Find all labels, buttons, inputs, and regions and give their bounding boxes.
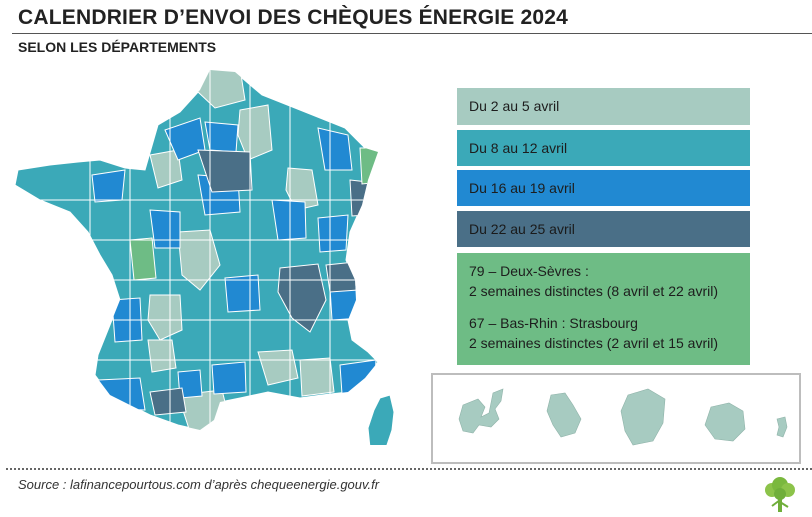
region-allier	[224, 274, 261, 313]
region-vendee	[299, 357, 335, 397]
legend-period-3-label: Du 16 au 19 avril	[469, 180, 575, 196]
martinique	[546, 392, 582, 438]
note-bas-rhin-detail: 2 semaines distinctes (2 avril et 15 avr…	[469, 335, 718, 351]
region-deux-sevres	[129, 237, 157, 281]
reunion	[704, 402, 746, 442]
region-aisne	[237, 104, 273, 161]
guyane	[620, 388, 666, 446]
region-calvados	[91, 169, 126, 203]
region-tarn	[257, 349, 299, 386]
legend-period-1-label: Du 2 au 5 avril	[469, 98, 560, 114]
region-bas-rhin	[359, 147, 378, 185]
region-doubs	[317, 214, 349, 253]
title-divider	[12, 33, 812, 34]
legend-period-1: Du 2 au 5 avril	[457, 88, 750, 125]
region-eure	[149, 149, 183, 189]
page-title: CALENDRIER D’ENVOI DES CHÈQUES ÉNERGIE 2…	[18, 6, 569, 29]
legend-period-2: Du 8 au 12 avril	[457, 130, 750, 166]
region-savoie	[325, 261, 359, 293]
legend-period-4-label: Du 22 au 25 avril	[469, 221, 575, 237]
region-charente	[147, 294, 183, 341]
region-cote-dor	[271, 199, 307, 241]
region-herault	[211, 361, 247, 395]
overseas-inset	[431, 373, 801, 464]
legend-period-3: Du 16 au 19 avril	[457, 170, 750, 206]
overseas-map	[458, 388, 788, 446]
mayotte	[776, 416, 788, 438]
note-bas-rhin-title: 67 – Bas-Rhin : Strasbourg	[469, 315, 638, 331]
source-note: Source : lafinancepourtous.com d’après c…	[18, 477, 380, 492]
region-ile-de-france	[197, 149, 253, 193]
tree-logo-icon	[765, 477, 795, 512]
guadeloupe	[458, 388, 504, 434]
legend-period-4: Du 22 au 25 avril	[457, 211, 750, 247]
note-deux-sevres-title: 79 – Deux-Sèvres :	[469, 263, 589, 279]
page-subtitle: SELON LES DÉPARTEMENTS	[18, 39, 217, 55]
region-landes	[97, 377, 146, 411]
region-var	[339, 359, 377, 395]
region-moselle	[349, 179, 369, 217]
region-marne	[317, 127, 353, 171]
legend-period-2-label: Du 8 au 12 avril	[469, 140, 568, 156]
france-map	[14, 69, 395, 445]
region-ariege	[149, 387, 187, 416]
note-deux-sevres-detail: 2 semaines distinctes (8 avril et 22 avr…	[469, 283, 718, 299]
legend-special: 79 – Deux-Sèvres : 2 semaines distinctes…	[457, 253, 750, 365]
region-sarthe	[149, 209, 181, 249]
region-gironde-east	[147, 339, 177, 373]
footer-divider	[6, 468, 812, 470]
corsica	[367, 394, 395, 445]
